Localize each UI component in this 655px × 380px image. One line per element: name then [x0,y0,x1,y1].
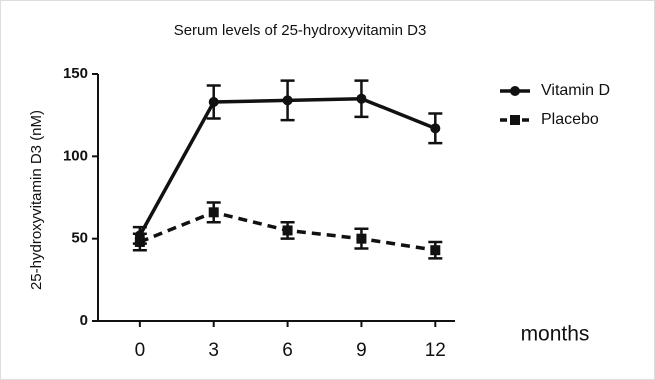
y-axis-label: 25-hydroxyvitamin D3 (nM) [28,110,45,290]
data-point [134,236,145,247]
chart-title: Serum levels of 25-hydroxyvitamin D3 [174,22,427,39]
data-point [356,233,367,244]
y-tick-label: 150 [63,65,88,82]
data-point [356,93,367,104]
y-tick-label: 50 [71,230,88,247]
x-tick-label: 9 [356,340,367,361]
data-point [208,207,219,218]
x-tick-label: 12 [425,340,446,361]
legend-marker [510,86,520,96]
legend-label: Placebo [541,111,599,128]
legend-marker [510,115,520,125]
legend-label: Vitamin D [541,82,610,99]
data-point [430,123,441,134]
x-tick-label: 6 [282,340,293,361]
data-point [430,245,441,256]
x-axis-label: months [521,323,590,346]
x-tick-label: 0 [135,340,146,361]
x-tick-label: 3 [208,340,219,361]
data-point [282,95,293,106]
y-tick-label: 100 [63,147,88,164]
y-tick-label: 0 [80,312,88,329]
data-point [208,96,219,107]
data-point [282,225,293,236]
